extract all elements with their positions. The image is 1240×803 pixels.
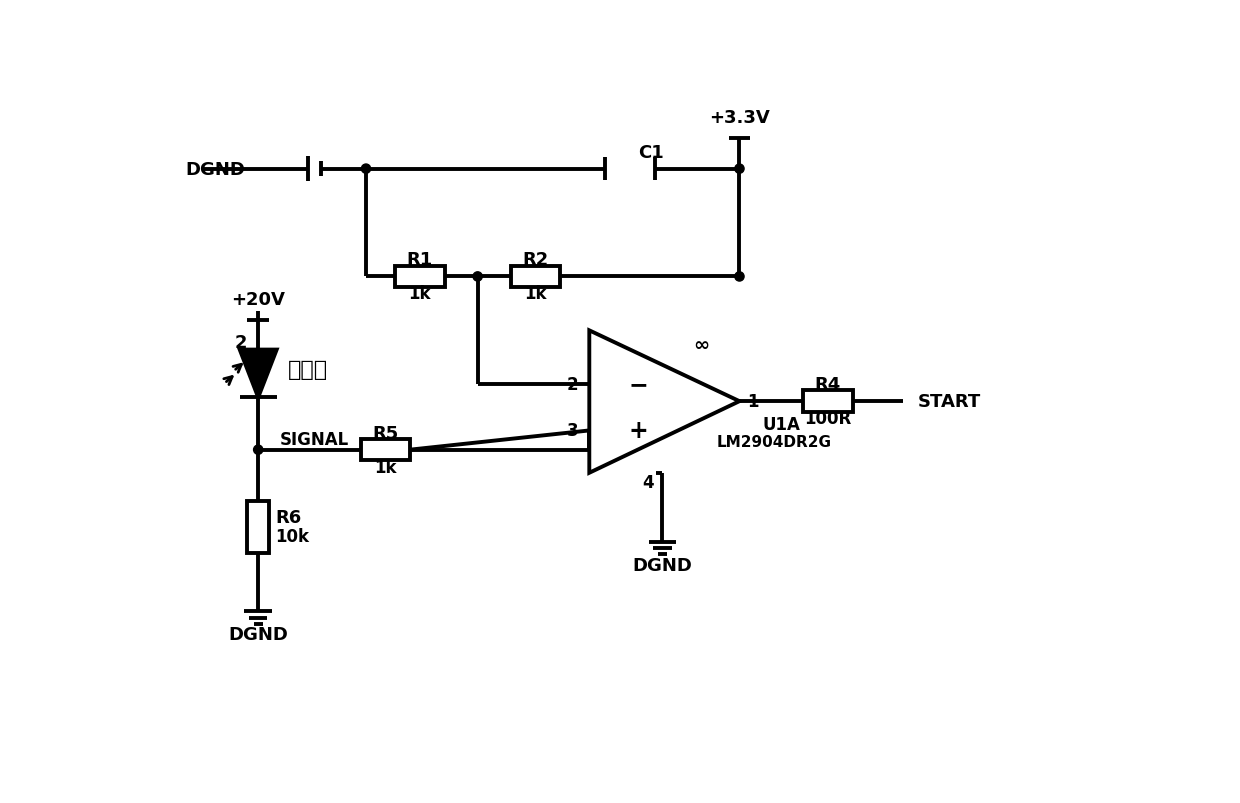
Text: LM2904DR2G: LM2904DR2G <box>717 434 832 449</box>
Polygon shape <box>239 350 277 397</box>
Text: DGND: DGND <box>228 626 288 644</box>
Text: 1: 1 <box>748 393 759 410</box>
Text: 2: 2 <box>236 333 248 352</box>
Text: DGND: DGND <box>186 161 246 178</box>
Bar <box>361 439 410 461</box>
Bar <box>804 391 853 413</box>
Text: +: + <box>629 419 649 443</box>
Text: 10k: 10k <box>275 528 309 545</box>
Text: +3.3V: +3.3V <box>709 109 770 127</box>
Text: 光取样: 光取样 <box>288 360 329 379</box>
Text: DGND: DGND <box>632 556 692 574</box>
Text: SIGNAL: SIGNAL <box>280 430 348 448</box>
Text: R6: R6 <box>275 509 301 527</box>
Text: 2: 2 <box>567 376 578 393</box>
Circle shape <box>735 165 744 174</box>
Text: START: START <box>918 393 981 410</box>
Text: R2: R2 <box>522 251 548 269</box>
Text: 100R: 100R <box>805 410 852 427</box>
Text: 1k: 1k <box>525 285 547 303</box>
Bar <box>511 267 560 287</box>
Text: −: − <box>629 373 649 397</box>
Text: U1A: U1A <box>763 416 801 434</box>
Text: 1k: 1k <box>374 458 397 476</box>
Bar <box>396 267 444 287</box>
Text: ∞: ∞ <box>693 336 709 354</box>
Bar <box>248 501 269 553</box>
Text: C1: C1 <box>639 144 663 161</box>
Text: 3: 3 <box>567 422 578 440</box>
Text: 1k: 1k <box>409 285 432 303</box>
Text: R1: R1 <box>407 251 433 269</box>
Text: R4: R4 <box>815 376 841 393</box>
Text: R5: R5 <box>372 424 398 442</box>
Circle shape <box>254 446 263 454</box>
Circle shape <box>735 272 744 282</box>
Text: +20V: +20V <box>232 291 285 308</box>
Circle shape <box>361 165 371 174</box>
Circle shape <box>472 272 482 282</box>
Text: 4: 4 <box>642 474 653 491</box>
